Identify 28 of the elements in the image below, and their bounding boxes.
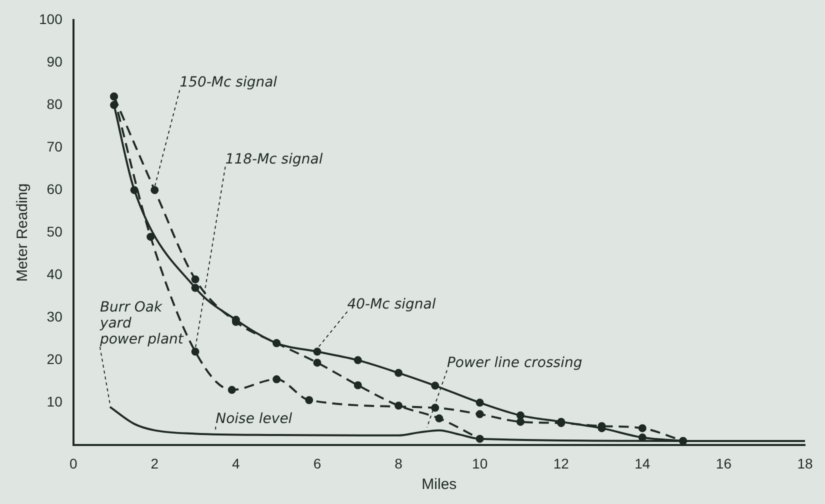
x-tick-label: 12 <box>553 455 570 472</box>
y-tick-label: 70 <box>46 138 63 154</box>
x-tick-label: 14 <box>634 455 650 472</box>
x-tick-label: 0 <box>69 455 78 472</box>
x-tick-label: 2 <box>150 455 159 472</box>
annotation: 150-Mc signal <box>180 74 278 91</box>
y-tick-label: 20 <box>46 351 63 368</box>
annotation: Burr Oak yard power plant <box>98 300 184 348</box>
x-tick-label: 8 <box>394 455 403 472</box>
x-tick-label: 10 <box>472 455 488 472</box>
y-tick-label: 50 <box>46 223 63 240</box>
y-tick-label: 10 <box>46 394 63 410</box>
annotation: 40-Mc signal <box>347 296 436 312</box>
y-tick-label: 80 <box>46 96 63 112</box>
annotation: Power line crossing <box>446 354 582 371</box>
x-tick-label: 4 <box>232 455 240 472</box>
x-tick-label: 18 <box>797 455 813 472</box>
x-tick-label: 16 <box>716 455 732 472</box>
y-axis-title: Meter Reading <box>14 183 32 282</box>
y-tick-label: 40 <box>46 266 63 282</box>
y-tick-label: 60 <box>46 180 63 197</box>
annotation: Noise level <box>216 411 292 428</box>
y-tick-label: 100 <box>39 10 63 27</box>
annotation: 118-Mc signal <box>225 151 323 168</box>
y-tick-label: 90 <box>46 53 63 70</box>
x-axis-title: Miles <box>422 476 457 494</box>
y-tick-label: 30 <box>46 308 63 324</box>
x-tick-label: 6 <box>313 455 322 472</box>
